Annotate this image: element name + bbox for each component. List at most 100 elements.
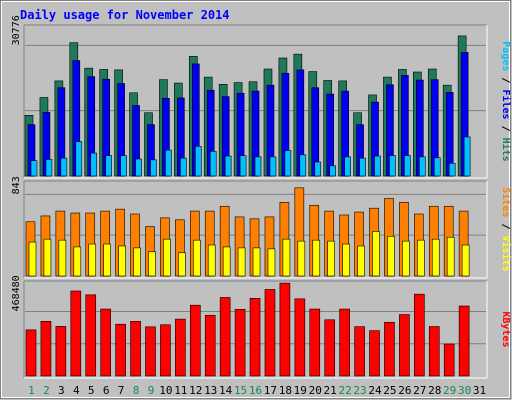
bar-kbytes xyxy=(399,314,410,377)
bar-kbytes xyxy=(160,324,171,377)
bar-kbytes xyxy=(458,305,470,377)
bar-pages xyxy=(374,155,381,177)
y-axis-label-part: Sites xyxy=(500,187,512,217)
bar-visits xyxy=(372,231,380,277)
bar-pages xyxy=(150,159,157,177)
chart-panels: 30776 Pages / Files / Hits 843 Sites / Visi… xyxy=(11,15,512,379)
x-tick-label: 17 xyxy=(264,384,277,397)
x-tick-label: 2 xyxy=(43,384,50,397)
bar-visits xyxy=(312,239,321,277)
bar-visits xyxy=(148,251,156,277)
bar-visits xyxy=(282,238,291,277)
x-tick-label: 30 xyxy=(458,384,471,397)
x-tick-label: 14 xyxy=(219,384,233,397)
y-axis-label-part: KBytes xyxy=(500,311,511,347)
bar-pages xyxy=(30,160,38,177)
bar-visits xyxy=(402,240,410,277)
bar-pages xyxy=(209,151,217,177)
bar-kbytes xyxy=(249,297,261,377)
y-axis-label: KBytes xyxy=(500,311,511,347)
bar-visits xyxy=(357,245,365,277)
y-axis-label-part: Hits xyxy=(500,138,512,162)
bar-kbytes xyxy=(264,289,276,377)
bar-visits xyxy=(178,252,186,277)
y-axis-label: Sites / Visits xyxy=(500,187,512,271)
panel-hits: 30776 Pages / Files / Hits xyxy=(11,15,512,179)
bar-visits xyxy=(342,243,350,277)
bar-visits xyxy=(461,244,470,277)
series-kbytes xyxy=(25,282,470,377)
y-axis-label-part: Files xyxy=(500,89,512,119)
bar-pages xyxy=(359,157,366,177)
x-tick-label: 20 xyxy=(309,384,322,397)
y-axis-label: Pages / Files / Hits xyxy=(500,41,512,161)
bar-kbytes xyxy=(324,319,336,377)
bar-pages xyxy=(239,155,247,177)
y-tick-label: 843 xyxy=(11,176,22,194)
bar-kbytes xyxy=(294,298,306,377)
bar-kbytes xyxy=(40,321,52,377)
x-tick-label: 27 xyxy=(413,384,426,397)
bar-kbytes xyxy=(219,297,231,377)
bar-pages xyxy=(60,157,68,177)
bar-visits xyxy=(73,246,82,277)
bar-kbytes xyxy=(414,293,425,377)
bar-pages xyxy=(299,154,307,177)
bar-visits xyxy=(43,238,52,277)
y-axis-label-part: / xyxy=(500,120,511,138)
bar-visits xyxy=(222,246,231,277)
x-tick-label: 10 xyxy=(159,384,172,397)
bar-kbytes xyxy=(70,290,82,377)
bar-pages xyxy=(448,162,456,177)
x-tick-label: 13 xyxy=(204,384,217,397)
panel-visits: 843 Sites / Visits xyxy=(11,176,512,279)
bar-pages xyxy=(404,155,411,177)
bar-pages xyxy=(135,158,142,177)
bar-pages xyxy=(463,136,471,177)
bar-kbytes xyxy=(55,326,67,377)
y-axis-label-part: / xyxy=(500,217,511,235)
bar-visits xyxy=(417,239,425,277)
series-pages xyxy=(30,136,471,177)
x-tick-label: 15 xyxy=(234,384,247,397)
x-tick-label: 29 xyxy=(443,384,456,397)
bar-kbytes xyxy=(428,326,440,377)
x-tick-label: 3 xyxy=(58,384,65,397)
bar-visits xyxy=(327,240,336,277)
x-tick-label: 1 xyxy=(28,384,35,397)
chart-title: Daily usage for November 2014 xyxy=(20,8,230,22)
bar-visits xyxy=(58,239,67,277)
bar-pages xyxy=(284,150,292,177)
x-tick-label: 6 xyxy=(103,384,110,397)
bar-kbytes xyxy=(145,326,156,377)
bar-kbytes xyxy=(25,329,37,377)
bar-pages xyxy=(329,165,337,177)
bar-visits xyxy=(88,243,97,277)
x-tick-label: 26 xyxy=(398,384,411,397)
x-tick-label: 21 xyxy=(324,384,337,397)
bar-pages xyxy=(254,156,262,177)
bar-pages xyxy=(180,157,187,177)
bar-pages xyxy=(344,156,351,177)
bar-pages xyxy=(389,155,396,177)
x-tick-label: 19 xyxy=(294,384,307,397)
y-tick-label: 468480 xyxy=(11,275,22,311)
bar-visits xyxy=(387,235,395,277)
bar-pages xyxy=(165,149,172,177)
bar-pages xyxy=(224,155,232,177)
bar-pages xyxy=(75,141,83,177)
x-tick-label: 11 xyxy=(174,384,187,397)
bar-pages xyxy=(269,156,277,177)
bar-kbytes xyxy=(384,321,395,377)
bar-visits xyxy=(163,238,171,277)
bar-pages xyxy=(419,156,426,177)
bar-visits xyxy=(207,244,216,277)
bar-kbytes xyxy=(85,294,97,377)
x-tick-label: 22 xyxy=(338,384,351,397)
series-visits xyxy=(28,231,470,277)
bar-kbytes xyxy=(204,314,216,377)
bar-kbytes xyxy=(115,323,126,377)
